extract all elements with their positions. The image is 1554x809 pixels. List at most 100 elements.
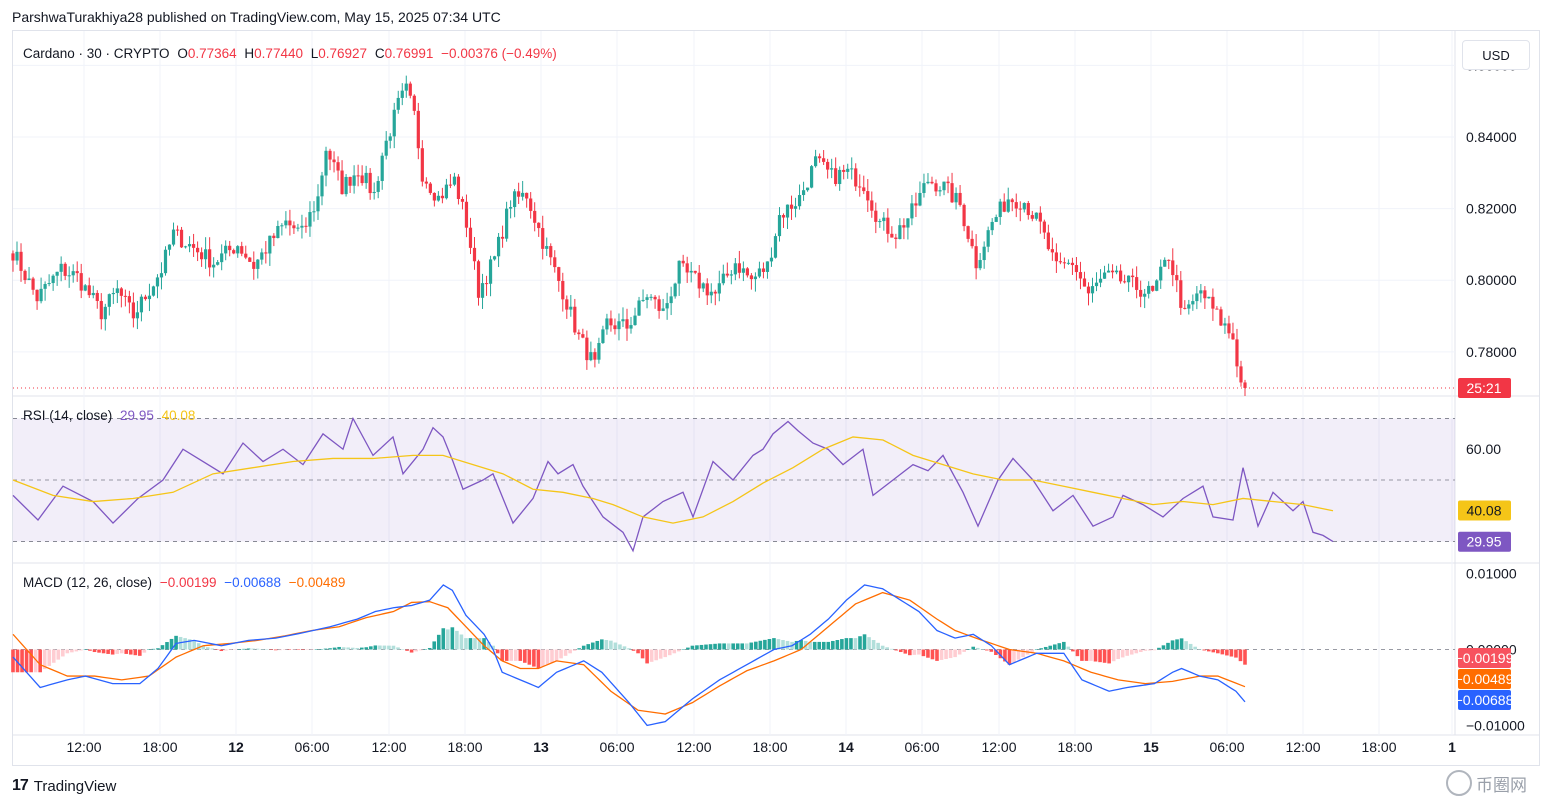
candle-body <box>127 296 131 303</box>
candle-body <box>1135 277 1139 290</box>
candle-body <box>641 299 645 301</box>
rsi-tick-label: 60.00 <box>1466 441 1501 457</box>
macd-legend: MACD (12, 26, close) −0.00199 −0.00688 −… <box>23 575 349 590</box>
candle-body <box>55 271 59 276</box>
candle-body <box>894 237 898 240</box>
candle-body <box>392 109 396 137</box>
macd-histogram-bar <box>400 649 405 650</box>
macd-tick-label: −0.01000 <box>1466 717 1525 733</box>
candle-body <box>854 168 858 187</box>
macd-histogram-bar <box>1143 649 1148 651</box>
macd-histogram-bar <box>944 649 948 659</box>
candle-body <box>862 187 866 192</box>
candle-body <box>521 192 525 197</box>
macd-histogram-bar <box>595 640 600 650</box>
macd-histogram-bar <box>1234 649 1238 658</box>
macd-histogram-bar <box>1152 649 1157 651</box>
macd-histogram-bar <box>817 641 822 650</box>
macd-histogram-bar <box>1216 649 1220 654</box>
rsi-ma-line <box>12 436 1334 524</box>
macd-histogram-bar <box>554 649 559 661</box>
candle-body <box>63 263 67 276</box>
macd-histogram-bar <box>124 649 129 654</box>
macd-histogram-bar <box>378 645 382 650</box>
candle-body <box>645 297 649 300</box>
candle-body <box>966 226 970 239</box>
candle-body <box>601 329 605 344</box>
macd-value: −0.00688 <box>224 575 281 590</box>
countdown-badge <box>1458 377 1511 398</box>
candle-body <box>1195 293 1199 302</box>
macd-histogram-bar <box>1184 641 1188 650</box>
candle-body <box>1058 261 1063 263</box>
candle-body <box>878 221 882 223</box>
macd-histogram-bar <box>364 647 369 650</box>
candle-body <box>131 302 135 319</box>
macd-histogram-bar <box>1034 649 1039 650</box>
candle-body <box>59 263 63 272</box>
candle-body <box>384 140 388 156</box>
macd-label[interactable]: MACD (12, 26, close) <box>23 575 153 590</box>
macd-histogram-bar <box>1193 646 1197 650</box>
open-value: 0.77364 <box>187 46 237 61</box>
macd-histogram-bar <box>51 649 56 663</box>
candle-body <box>488 259 493 284</box>
macd-histogram-bar <box>418 649 423 651</box>
candle-body <box>380 155 384 181</box>
macd-histogram-bar <box>1125 649 1130 656</box>
candle-body <box>1082 278 1087 287</box>
candle-body <box>938 190 942 192</box>
candle-body <box>842 169 846 172</box>
price-tick-label: 0.84000 <box>1466 129 1517 145</box>
macd-histogram-bar <box>196 643 201 650</box>
macd-histogram-bar <box>939 649 944 660</box>
candle-body <box>39 288 43 302</box>
candle-body <box>617 321 621 330</box>
macd-histogram-bar <box>821 641 826 650</box>
macd-histogram-bar <box>1080 649 1084 661</box>
rsi-badge <box>1458 531 1511 552</box>
symbol-label[interactable]: Cardano · 30 · CRYPTO <box>23 46 170 61</box>
candle-body <box>103 306 107 320</box>
candle-body <box>468 227 473 248</box>
macd-histogram-bar <box>1197 649 1202 650</box>
macd-histogram-bar <box>1211 649 1216 653</box>
macd-histogram-bar <box>409 649 414 653</box>
macd-histogram-bar <box>858 636 862 650</box>
candle-body <box>942 181 946 191</box>
candle-body <box>902 225 906 228</box>
candle-body <box>320 175 324 197</box>
macd-histogram-bar <box>486 641 491 650</box>
macd-histogram-bar <box>667 649 672 656</box>
macd-histogram-bar <box>889 648 894 650</box>
macd-hist-badge <box>1458 648 1511 668</box>
candle-body <box>456 176 461 199</box>
rsi-label[interactable]: RSI (14, close) <box>23 408 113 423</box>
tradingview-footer[interactable]: 17 TradingView <box>12 777 116 795</box>
candle-body <box>75 271 79 274</box>
macd-histogram-bar <box>33 649 38 673</box>
macd-histogram-bar <box>930 649 935 660</box>
time-tick-label: 12:00 <box>66 739 101 755</box>
currency-button[interactable]: USD <box>1462 40 1530 70</box>
macd-histogram-bar <box>704 644 708 650</box>
candle-body <box>705 283 709 296</box>
candle-body <box>472 247 477 262</box>
macd-histogram-bar <box>1166 642 1170 650</box>
macd-histogram-bar <box>1030 649 1034 653</box>
macd-signal-value: −0.00489 <box>288 575 346 590</box>
candle-body <box>15 251 19 261</box>
candle-body <box>171 229 176 245</box>
candle-body <box>1127 275 1131 283</box>
candle-body <box>151 286 156 296</box>
macd-histogram-bar <box>994 649 998 656</box>
candle-body <box>1066 262 1071 264</box>
macd-histogram-bar <box>119 649 124 654</box>
macd-histogram-bar <box>15 649 20 673</box>
macd-histogram-bar <box>292 649 296 651</box>
macd-histogram-bar <box>613 642 618 650</box>
candle-body <box>175 229 180 231</box>
macd-histogram-bar <box>935 649 939 661</box>
candle-body <box>693 270 697 273</box>
